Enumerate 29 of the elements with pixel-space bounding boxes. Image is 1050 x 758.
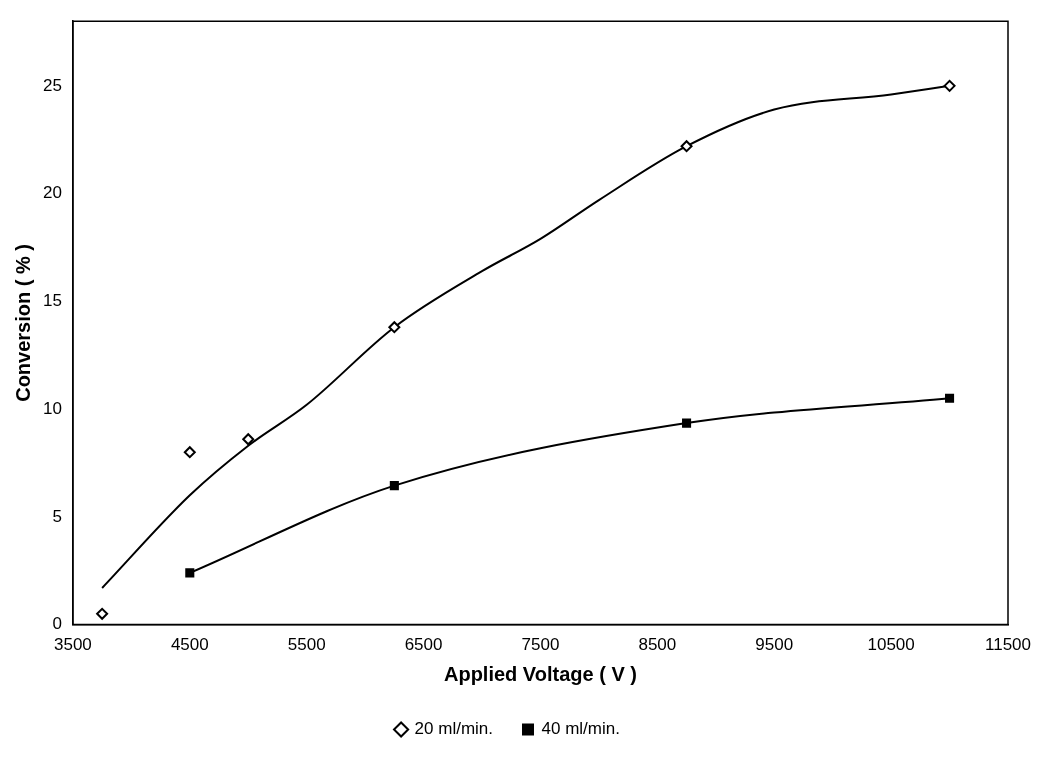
x-tick-label: 7500 xyxy=(521,635,560,655)
point xyxy=(682,418,692,428)
point xyxy=(96,607,109,620)
x-tick-label: 4500 xyxy=(170,635,209,655)
x-tick-label: 9500 xyxy=(755,635,794,655)
x-tick-label: 8500 xyxy=(638,635,677,655)
x-tick-label: 5500 xyxy=(287,635,326,655)
point xyxy=(242,433,255,446)
point xyxy=(183,446,196,459)
x-tick-label: 6500 xyxy=(404,635,443,655)
x-tick-label: 3500 xyxy=(54,635,92,655)
point xyxy=(945,393,955,403)
y-tick-label: 25 xyxy=(42,75,62,95)
point xyxy=(389,481,399,491)
point xyxy=(185,568,195,578)
y-tick-label: 20 xyxy=(42,183,62,203)
y-tick-label: 0 xyxy=(52,614,62,634)
point xyxy=(388,321,401,334)
point xyxy=(943,79,956,92)
legend-label: 40 ml/min. xyxy=(541,719,620,739)
y-axis-title: Conversion ( % ) xyxy=(11,244,34,402)
y-tick-label: 15 xyxy=(42,291,62,311)
x-axis-title: Applied Voltage ( V ) xyxy=(443,662,637,685)
x-tick-label: 11500 xyxy=(984,635,1032,655)
y-tick-label: 10 xyxy=(42,398,62,418)
point xyxy=(680,140,693,153)
legend-label: 20 ml/min. xyxy=(414,719,494,739)
x-tick-label: 10500 xyxy=(867,635,915,655)
y-tick-label: 5 xyxy=(52,506,62,526)
